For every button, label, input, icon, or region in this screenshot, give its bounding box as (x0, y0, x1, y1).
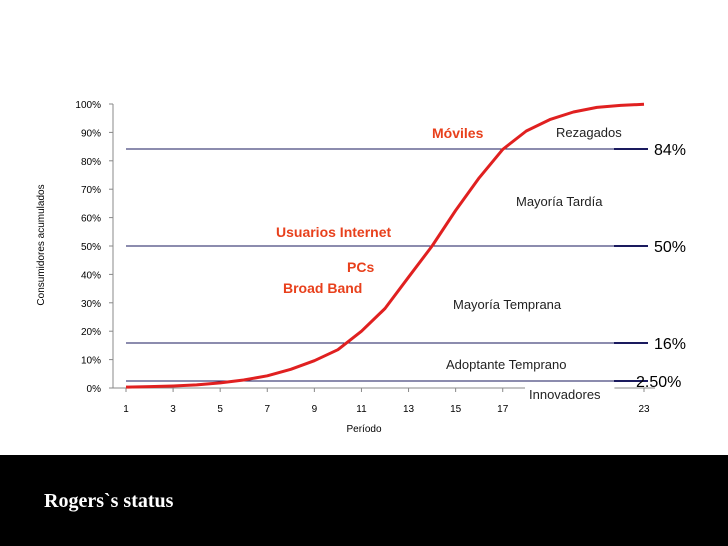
y-tick-label: 30% (81, 299, 101, 310)
annotation-label: Adoptante Temprano (446, 357, 566, 372)
y-tick-label: 70% (81, 185, 101, 196)
annotation-label: Mayoría Temprana (453, 297, 562, 312)
x-tick-label: 11 (356, 404, 367, 415)
adoption-chart: 0% 10% 20% 30% 40% 50% 60% 70% 80% 90% 100% 1 3 5 7 9 11… (36, 100, 686, 435)
annotation-label: Innovadores (529, 387, 601, 402)
reference-line-label: 84% (654, 142, 686, 159)
annotation-label-bg (552, 124, 627, 142)
x-axis-title: Período (346, 424, 381, 435)
x-tick-label: 9 (312, 404, 318, 415)
annotation-label-bg (525, 386, 615, 404)
x-tick-label: 13 (403, 404, 415, 415)
reference-line-label: 50% (654, 239, 686, 256)
y-tick-label: 0% (87, 384, 102, 395)
x-tick-label: 17 (497, 404, 509, 415)
y-tick-label: 80% (81, 157, 101, 168)
footer-bar: Rogers`s status (0, 455, 728, 546)
x-tick-label: 7 (264, 404, 270, 415)
annotation-label-bg (442, 356, 584, 374)
technology-label: Móviles (432, 125, 484, 141)
y-tick-label: 50% (81, 242, 101, 253)
footer-title: Rogers`s status (44, 490, 174, 512)
chart-svg: 0%10%20%30%40%50%60%70%80%90%100%1 3 5 7 9 11… (36, 100, 686, 435)
y-tick-label: 60% (81, 214, 101, 225)
y-tick-label: 90% (81, 128, 101, 139)
y-tick-label: 40% (81, 270, 101, 281)
technology-label: PCs (347, 259, 374, 275)
technology-label: Broad Band (283, 280, 362, 296)
reference-line-label: 16% (654, 336, 686, 353)
technology-label: Usuarios Internet (276, 224, 391, 240)
x-tick-label: 3 (170, 404, 176, 415)
y-tick-label: 100% (75, 100, 101, 111)
y-axis-title: Consumidores acumulados (36, 184, 47, 305)
x-tick-label: 23 (638, 404, 650, 415)
reference-line-label: 2.50% (636, 374, 681, 391)
x-tick-label: 1 (123, 404, 129, 415)
annotation-label-bg (512, 193, 624, 211)
x-tick-label: 5 (217, 404, 223, 415)
y-tick-label: 20% (81, 327, 101, 338)
annotation-label-bg (449, 296, 576, 314)
y-tick-label: 10% (81, 356, 101, 367)
annotation-label: Mayoría Tardía (516, 194, 603, 209)
annotation-label: Rezagados (556, 125, 622, 140)
x-tick-label: 15 (450, 404, 462, 415)
adoption-curve (125, 102, 645, 389)
